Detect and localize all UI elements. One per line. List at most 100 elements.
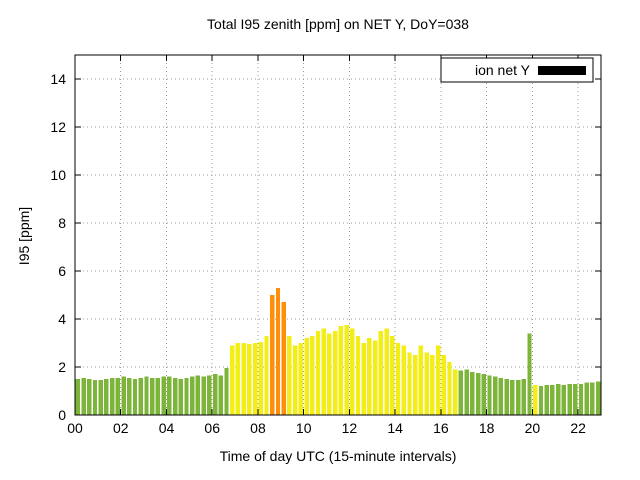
legend-swatch xyxy=(538,66,586,75)
bar xyxy=(149,377,155,415)
bar xyxy=(127,377,132,415)
y-tick-label: 8 xyxy=(58,215,66,231)
bar xyxy=(235,343,241,415)
x-tick-label: 04 xyxy=(159,420,175,436)
bar xyxy=(178,379,183,415)
bar xyxy=(115,377,121,415)
bar xyxy=(224,368,229,415)
bar xyxy=(258,341,264,415)
bar xyxy=(521,379,527,415)
bar xyxy=(533,385,538,415)
x-tick-label: 20 xyxy=(525,420,541,436)
bar xyxy=(327,333,332,415)
bar xyxy=(298,343,304,415)
bar xyxy=(573,383,578,415)
bar xyxy=(584,382,589,415)
x-axis-label: Time of day UTC (15-minute intervals) xyxy=(219,448,457,464)
bar xyxy=(458,370,464,415)
bar xyxy=(561,385,567,415)
bar xyxy=(372,340,378,415)
bar xyxy=(321,328,326,415)
bar xyxy=(595,381,601,415)
bar xyxy=(464,369,469,415)
bar xyxy=(355,335,361,415)
bar xyxy=(498,377,504,415)
bar xyxy=(441,355,446,415)
bar xyxy=(567,383,572,415)
bar xyxy=(493,376,498,415)
x-tick-label: 16 xyxy=(433,420,449,436)
bar xyxy=(270,295,275,415)
bar xyxy=(453,369,458,415)
bar xyxy=(155,377,161,415)
bar xyxy=(292,345,298,415)
bar xyxy=(367,338,372,415)
x-tick-label: 10 xyxy=(296,420,312,436)
x-tick-label: 00 xyxy=(67,420,83,436)
bar xyxy=(384,328,389,415)
bar xyxy=(412,355,418,415)
bar xyxy=(350,328,355,415)
bar xyxy=(527,333,532,415)
bar xyxy=(104,379,109,415)
bar xyxy=(184,377,189,415)
bar xyxy=(544,385,549,415)
bar xyxy=(390,335,395,415)
bar xyxy=(247,344,252,415)
x-tick-label: 06 xyxy=(204,420,220,436)
y-tick-label: 10 xyxy=(50,167,66,183)
chart-title: Total I95 zenith [ppm] on NET Y, DoY=038 xyxy=(207,16,469,32)
bar xyxy=(287,335,292,415)
bar xyxy=(92,380,98,415)
bar xyxy=(344,325,349,415)
bar xyxy=(304,338,309,415)
plot-border xyxy=(74,54,602,416)
bar xyxy=(487,375,492,415)
bar xyxy=(504,379,509,415)
bar xyxy=(315,331,321,415)
bar xyxy=(161,376,166,415)
bar xyxy=(378,331,384,415)
x-tick-label: 08 xyxy=(250,420,266,436)
bar xyxy=(435,345,441,415)
bar xyxy=(310,335,315,415)
x-tick-label: 18 xyxy=(479,420,495,436)
x-tick-label: 12 xyxy=(342,420,358,436)
bar xyxy=(252,343,258,415)
y-tick-label: 0 xyxy=(58,407,66,423)
bar xyxy=(190,376,195,415)
bar xyxy=(361,343,366,415)
bar xyxy=(395,343,401,415)
bar xyxy=(81,377,86,415)
bar xyxy=(167,376,172,415)
bar xyxy=(407,352,412,415)
bar xyxy=(241,343,246,415)
bar xyxy=(230,345,235,415)
bar xyxy=(510,380,515,415)
x-tick-label: 02 xyxy=(113,420,129,436)
bar xyxy=(264,335,269,415)
bar xyxy=(275,287,281,415)
bar xyxy=(132,379,138,415)
bar xyxy=(109,377,115,415)
bar xyxy=(218,375,223,415)
bar xyxy=(550,385,555,415)
bar xyxy=(538,386,544,415)
bar xyxy=(332,331,338,415)
bar xyxy=(212,374,218,415)
bar xyxy=(590,382,595,415)
bar xyxy=(121,376,126,415)
x-tick-label: 14 xyxy=(387,420,403,436)
x-tick-label: 22 xyxy=(570,420,586,436)
y-tick-label: 12 xyxy=(50,119,66,135)
bar xyxy=(172,377,178,415)
bar xyxy=(338,326,344,415)
bar xyxy=(75,379,81,415)
bar xyxy=(281,302,286,415)
bar xyxy=(578,383,584,415)
y-tick-label: 2 xyxy=(58,359,66,375)
bar xyxy=(401,345,406,415)
bar xyxy=(470,371,475,415)
